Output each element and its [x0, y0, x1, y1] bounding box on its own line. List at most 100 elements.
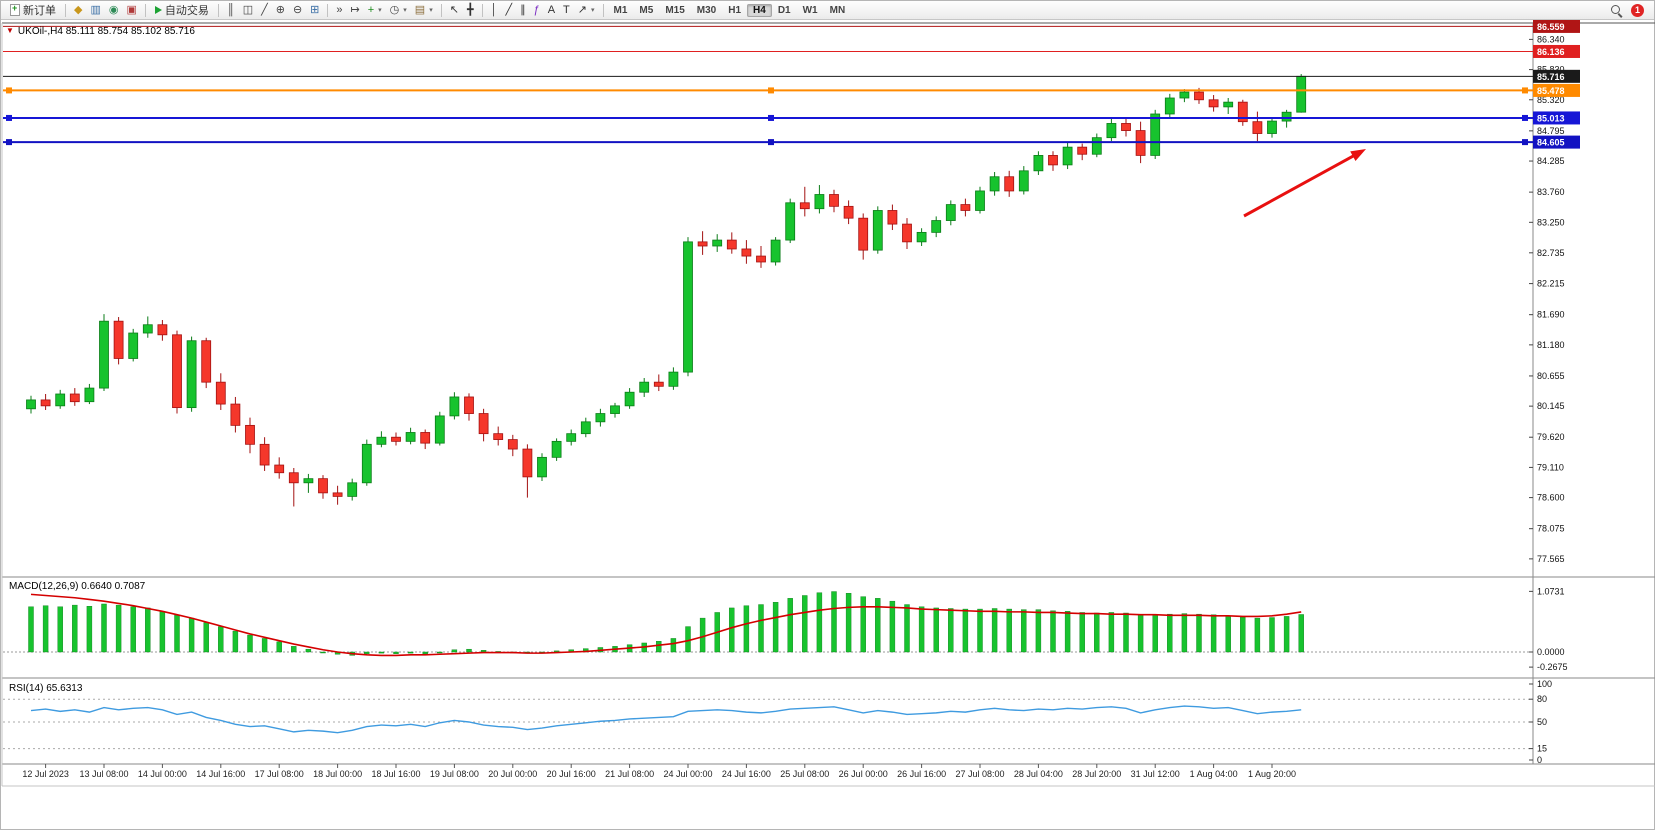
timeframe-MN[interactable]: MN	[829, 4, 846, 16]
toolbar-separator	[440, 3, 442, 17]
candlestick-chart-icon[interactable]: ◫	[242, 4, 254, 16]
line-handle	[1522, 114, 1528, 121]
chart-shift-icon[interactable]: ↦	[350, 4, 360, 16]
price-tick-label: 79.620	[1537, 432, 1565, 442]
trendline-icon[interactable]: ╱	[505, 4, 513, 16]
time-axis-label: 20 Jul 16:00	[547, 769, 596, 779]
time-axis-label: 19 Jul 08:00	[430, 769, 479, 779]
timeframe-M15[interactable]: M15	[665, 4, 685, 16]
price-tick-label: 81.690	[1537, 310, 1565, 320]
rsi-tick-label: 50	[1537, 717, 1547, 727]
tile-windows-icon[interactable]: ⊞	[310, 4, 320, 16]
time-axis-label: 28 Jul 20:00	[1072, 769, 1121, 779]
macd-tick-label: 1.0731	[1537, 586, 1565, 596]
price-box-85.013	[1533, 111, 1580, 125]
line-handle	[6, 87, 12, 94]
price-tick-label: 80.655	[1537, 371, 1565, 381]
text-icon[interactable]: A	[547, 4, 556, 16]
timeframe-M30[interactable]: M30	[696, 4, 717, 16]
time-axis-label: 21 Jul 08:00	[605, 769, 654, 779]
rsi-tick-label: 15	[1537, 744, 1547, 754]
text-label-icon[interactable]: T	[563, 4, 570, 16]
search-icon[interactable]	[1609, 3, 1624, 18]
line-handle	[768, 114, 774, 121]
equidistant-channel-icon[interactable]: ∥	[520, 4, 526, 16]
fibonacci-icon[interactable]: ƒ	[533, 4, 540, 16]
line-handle	[768, 139, 774, 146]
chart-icons-group: ║ ◫ ╱ ⊕ ⊖ ⊞	[223, 1, 323, 19]
bar-chart-icon[interactable]: ║	[226, 4, 235, 16]
price-tick-label: 83.760	[1537, 187, 1565, 197]
period-clock-icon[interactable]: ◷ ▾	[389, 4, 407, 16]
time-axis-label: 18 Jul 16:00	[371, 769, 420, 779]
template-icon[interactable]: ▤ ▾	[414, 4, 433, 16]
line-handle	[1522, 87, 1528, 94]
time-axis-label: 25 Jul 08:00	[780, 769, 829, 779]
crosshair-icon[interactable]: ╋	[466, 4, 474, 16]
auto-trading-button[interactable]: 自动交易	[150, 2, 214, 18]
new-order-icon	[10, 3, 20, 16]
time-axis-label: 13 Jul 08:00	[79, 769, 128, 779]
play-icon	[154, 6, 162, 14]
line-handle	[768, 87, 774, 94]
price-tick-label: 78.075	[1537, 524, 1565, 534]
timeframe-H1[interactable]: H1	[728, 4, 742, 16]
price-box-86.559	[1533, 20, 1580, 33]
price-box-label: 85.478	[1537, 86, 1565, 96]
toolbar-separator	[217, 3, 219, 17]
zoom-out-icon[interactable]: ⊖	[292, 4, 303, 16]
price-lines-layer	[3, 25, 1533, 146]
timeframe-D1[interactable]: D1	[777, 4, 791, 16]
time-axis-label: 26 Jul 00:00	[839, 769, 888, 779]
arrows-icon[interactable]: ↗ ▾	[577, 4, 595, 16]
metaeditor-icon[interactable]: ◆	[74, 4, 83, 16]
price-box-label: 85.013	[1537, 113, 1565, 123]
navigation-icons-group: » ↦ + ▾ ◷ ▾ ▤ ▾	[332, 1, 436, 19]
price-tick-label: 82.735	[1537, 248, 1565, 258]
new-order-label: 新订单	[23, 5, 56, 17]
chart-canvas[interactable]: 86.340 85.830 85.320 84.795 84.285 83.760 83.2…	[1, 20, 1655, 830]
app-icons-group: ◆ ▥ ◉ ▣	[70, 1, 141, 19]
timeframe-M5[interactable]: M5	[639, 4, 654, 16]
macd-tick-label: -0.2675	[1537, 662, 1568, 672]
price-tick-label: 82.215	[1537, 279, 1565, 289]
time-axis-label: 1 Aug 20:00	[1248, 769, 1296, 779]
time-axis-label: 26 Jul 16:00	[897, 769, 946, 779]
time-axis-label: 18 Jul 00:00	[313, 769, 362, 779]
price-tick-label: 85.320	[1537, 95, 1565, 105]
indicators-icon[interactable]: + ▾	[367, 4, 382, 16]
time-axis-label: 20 Jul 00:00	[488, 769, 537, 779]
cursor-icon[interactable]: ↖	[449, 4, 459, 16]
price-tick-label: 86.340	[1537, 34, 1565, 44]
new-order-button[interactable]: 新订单	[5, 2, 61, 18]
timeframe-W1[interactable]: W1	[802, 4, 818, 16]
time-axis-label: 28 Jul 04:00	[1014, 769, 1063, 779]
market-watch-icon[interactable]: ▥	[90, 4, 101, 16]
line-handle	[6, 139, 12, 146]
price-tick-label: 81.180	[1537, 340, 1565, 350]
timeframe-H4[interactable]: H4	[747, 3, 772, 17]
auto-scroll-icon[interactable]: »	[336, 4, 343, 16]
vertical-line-icon[interactable]: │	[490, 4, 498, 16]
terminal-icon[interactable]: ▣	[126, 4, 137, 16]
price-tick-label: 80.145	[1537, 401, 1565, 411]
notification-badge[interactable]: 1	[1631, 3, 1644, 17]
line-chart-icon[interactable]: ╱	[261, 4, 268, 16]
price-box-label: 86.559	[1537, 22, 1565, 32]
price-box-label: 84.605	[1537, 138, 1565, 148]
zoom-in-icon[interactable]: ⊕	[275, 4, 285, 16]
timeframe-M1[interactable]: M1	[613, 4, 628, 16]
timeframe-group: M1 M5 M15 M30 H1 H4 D1 W1 MN	[608, 3, 852, 18]
price-tick-label: 85.830	[1537, 65, 1565, 75]
toolbar-separator	[65, 3, 66, 17]
toolbar-separator	[602, 3, 604, 17]
auto-trading-label: 自动交易	[164, 5, 209, 17]
annotation-arrow	[1243, 152, 1358, 218]
navigator-icon[interactable]: ◉	[108, 4, 119, 16]
chart-area: 86.340 85.830 85.320 84.795 84.285 83.760 83.2…	[1, 20, 1655, 830]
time-axis-label: 12 Jul 2023	[22, 769, 69, 779]
toolbar-separator	[327, 3, 329, 17]
price-box-86.136	[1533, 44, 1580, 58]
price-box-85.716	[1533, 69, 1580, 83]
